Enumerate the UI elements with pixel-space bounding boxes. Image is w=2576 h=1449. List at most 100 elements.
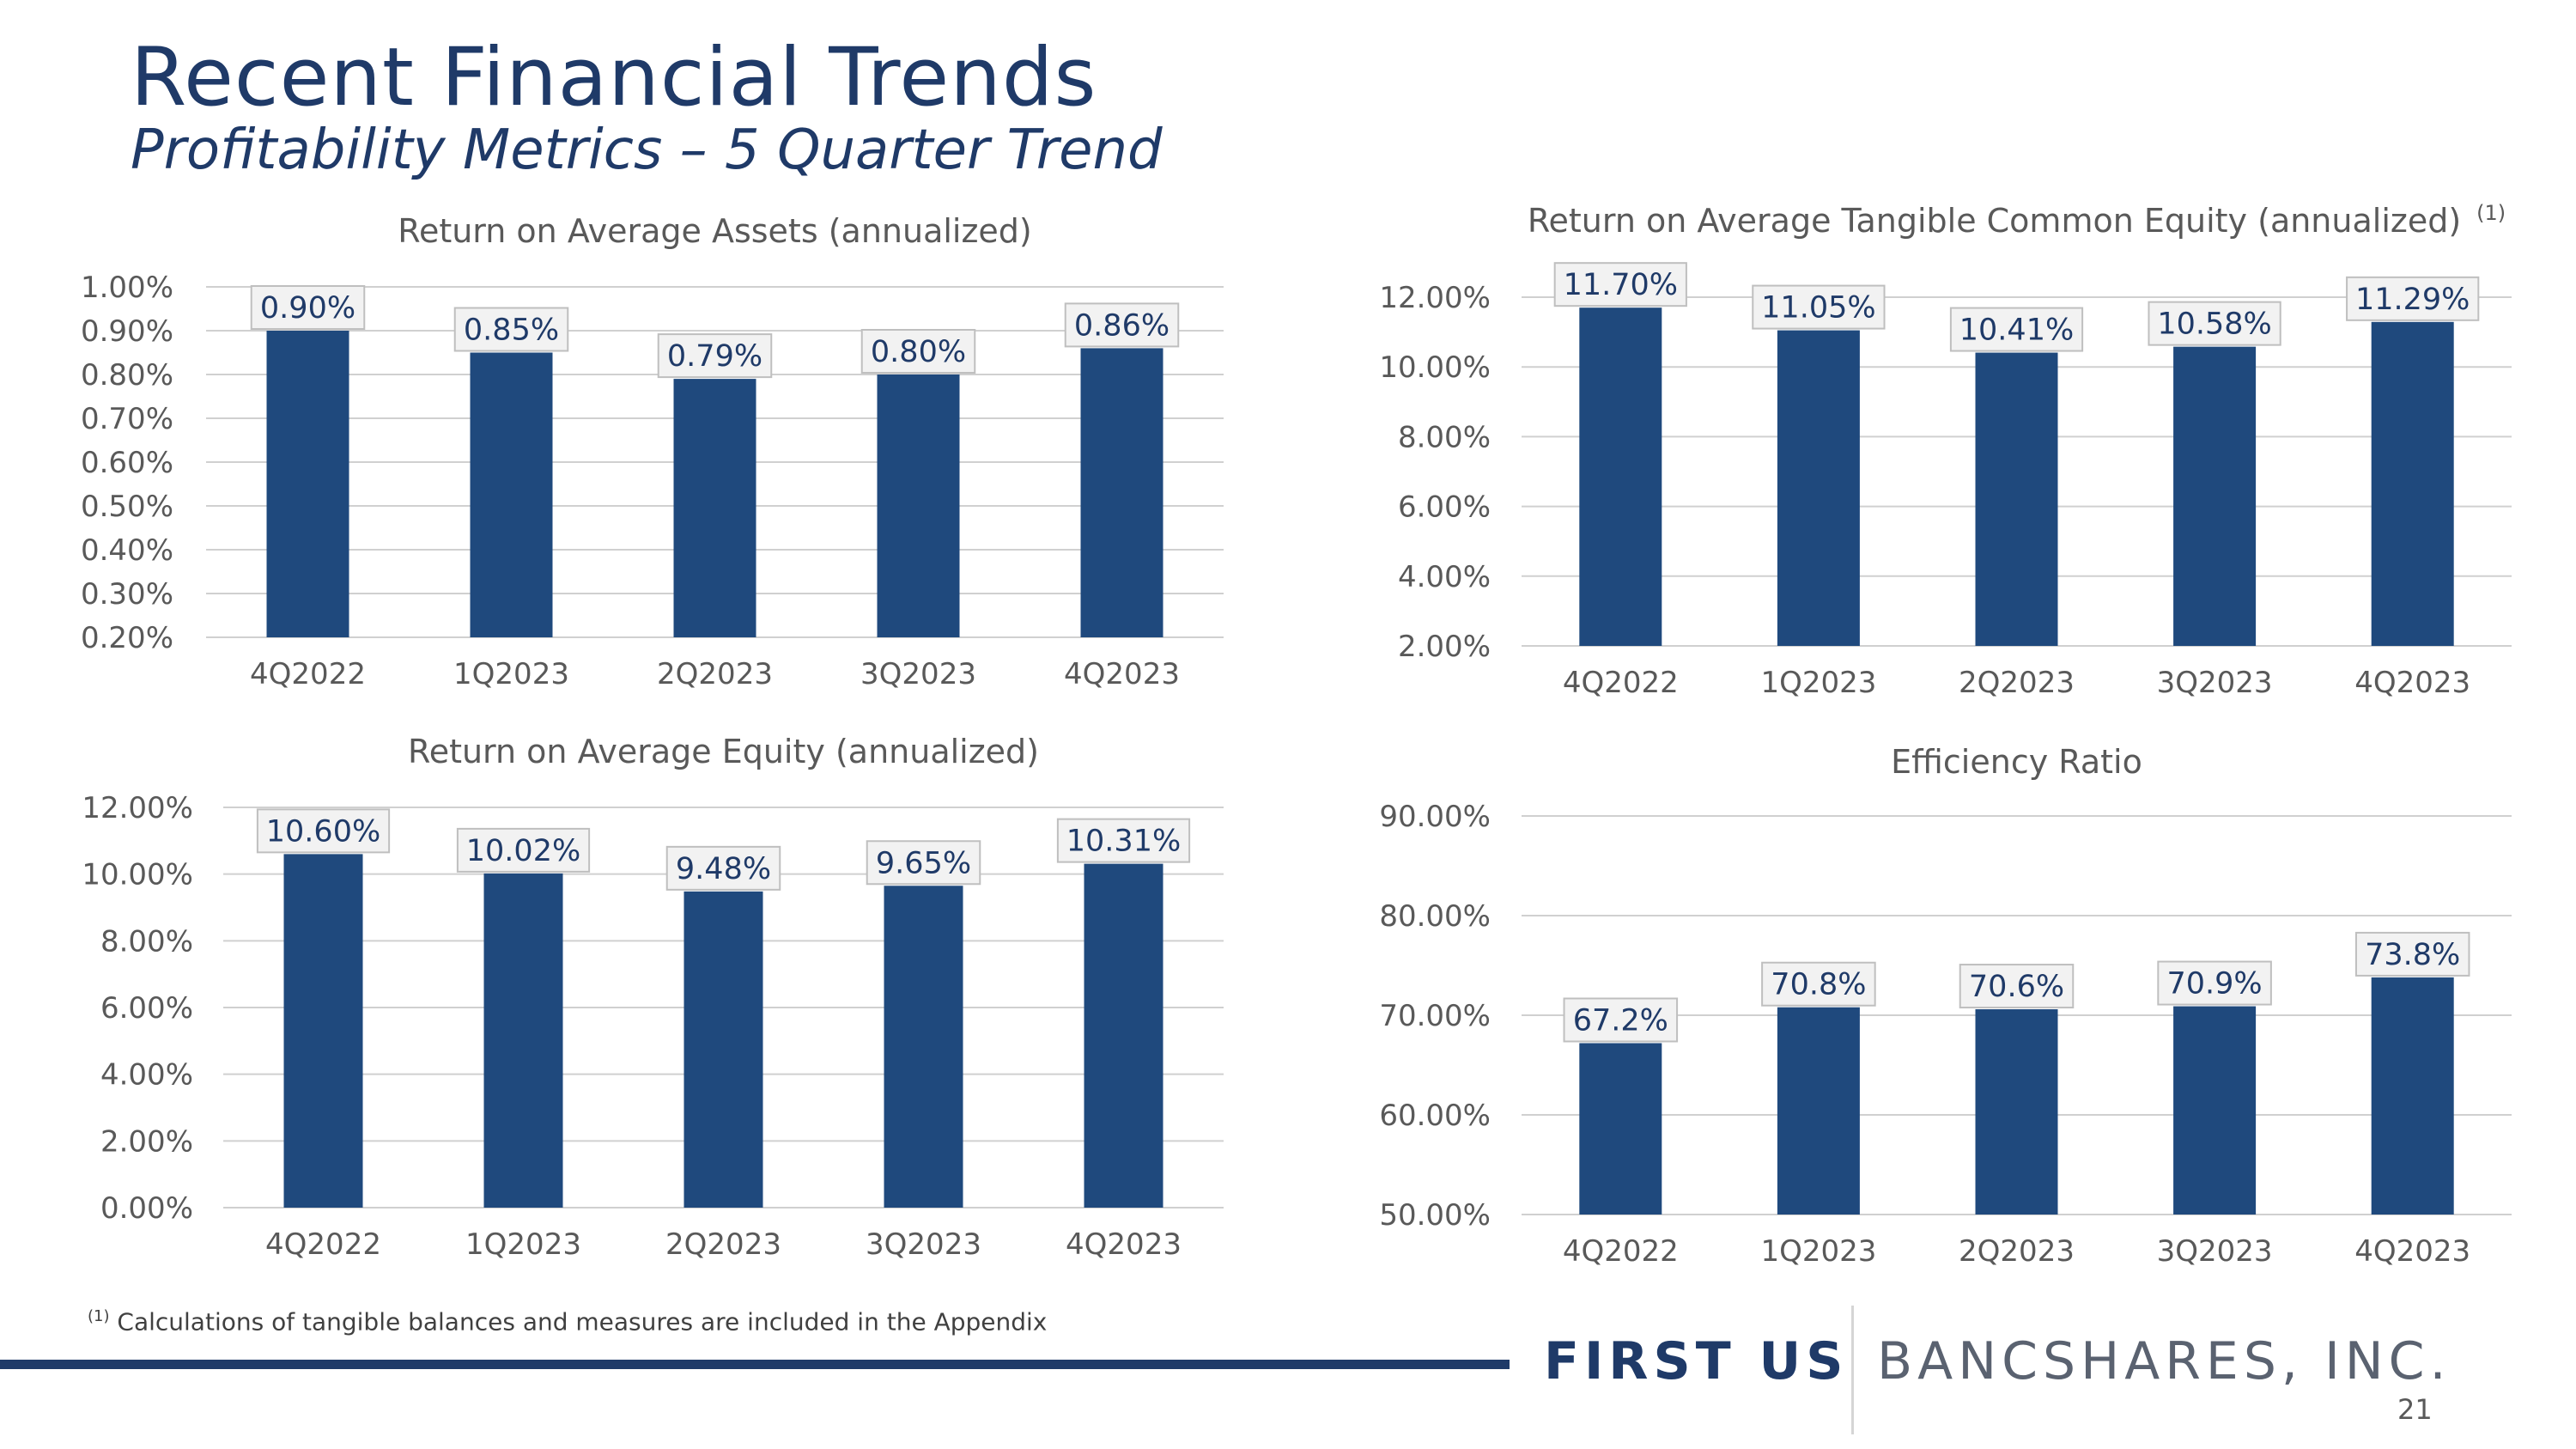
efficiency-ytick-label: 50.00% (1379, 1198, 1491, 1233)
roaa-ytick-label: 1.00% (81, 271, 173, 305)
efficiency-bar (1579, 1043, 1662, 1215)
roae-ytick-label: 4.00% (100, 1058, 193, 1093)
rotce-title-superscript: (1) (2476, 201, 2506, 225)
efficiency-bar (1975, 1009, 2058, 1215)
roae-bar (683, 891, 763, 1208)
roae-ytick-label: 0.00% (100, 1191, 193, 1226)
roaa-category-label: 4Q2022 (250, 657, 366, 691)
logo-bancshares: BANCSHARES, INC. (1877, 1331, 2451, 1391)
roae-bar (884, 886, 963, 1208)
efficiency-data-label: 73.8% (2365, 938, 2460, 972)
roae-bar (283, 854, 363, 1208)
rotce-title: Return on Average Tangible Common Equity… (1528, 201, 2506, 240)
efficiency-ytick-label: 70.00% (1379, 999, 1491, 1033)
rotce-data-label-box (1752, 284, 1886, 330)
roae-data-label-box (256, 808, 391, 854)
roaa-data-label-box (657, 333, 773, 379)
footnote-marker: (1) (88, 1307, 110, 1325)
roaa-bar (877, 374, 960, 637)
roaa-category-label: 2Q2023 (657, 657, 773, 691)
efficiency-data-label: 70.6% (1969, 970, 2064, 1004)
roae-category-label: 4Q2023 (1066, 1227, 1182, 1262)
rotce-data-label: 10.41% (1959, 314, 2074, 348)
rotce-bar (1975, 352, 2058, 646)
rotce-ytick-label: 2.00% (1398, 630, 1491, 664)
footnote-text: Calculations of tangible balances and me… (109, 1307, 1048, 1336)
roaa-category-label: 1Q2023 (453, 657, 569, 691)
roaa-ytick-label: 0.20% (81, 621, 173, 655)
efficiency-category-label: 4Q2022 (1563, 1234, 1679, 1269)
efficiency-bar (1777, 1007, 1860, 1215)
rotce-data-label: 11.05% (1761, 291, 1875, 326)
roae-ytick-label: 12.00% (82, 791, 193, 825)
roaa-data-label-box (453, 307, 569, 352)
roaa-ytick-label: 0.70% (81, 402, 173, 436)
rotce-ytick-label: 4.00% (1398, 560, 1491, 594)
roae-data-label-box (866, 840, 981, 886)
rotce-data-label: 11.29% (2355, 283, 2470, 317)
rotce-bar (1777, 330, 1860, 646)
roaa-data-label-box (1064, 302, 1180, 348)
efficiency-data-label-box (1563, 997, 1679, 1043)
rotce-data-label-box (1949, 307, 2084, 352)
efficiency-ytick-label: 60.00% (1379, 1099, 1491, 1133)
roae-bar (483, 873, 563, 1208)
roae-data-label: 10.02% (466, 834, 580, 868)
efficiency-bar (2173, 1006, 2257, 1215)
efficiency-data-label-box (1761, 961, 1876, 1007)
roaa-data-label-box (250, 285, 366, 330)
page-number: 21 (2397, 1393, 2433, 1426)
roaa-title: Return on Average Assets (annualized) (398, 212, 1032, 250)
rotce-bar (2173, 346, 2257, 646)
efficiency-bar (2371, 977, 2454, 1215)
footnote: (1) Calculations of tangible balances an… (88, 1307, 1047, 1336)
efficiency-category-label: 2Q2023 (1959, 1234, 2075, 1269)
roaa-data-label: 0.80% (871, 335, 966, 369)
roae-category-label: 1Q2023 (465, 1227, 581, 1262)
footer-rule (0, 1360, 1510, 1369)
roaa-ytick-label: 0.50% (81, 490, 173, 524)
rotce-ytick-label: 10.00% (1379, 350, 1491, 385)
roaa-ytick-label: 0.60% (81, 446, 173, 480)
roaa-bar (266, 331, 349, 637)
roae-category-label: 4Q2022 (265, 1227, 381, 1262)
roae-category-label: 2Q2023 (665, 1227, 781, 1262)
page-subtitle: Profitability Metrics – 5 Quarter Trend (131, 119, 1163, 182)
roaa-data-label: 0.90% (260, 291, 355, 326)
efficiency-data-label-box (2354, 931, 2470, 977)
roaa-category-label: 4Q2023 (1064, 657, 1180, 691)
roae-ytick-label: 6.00% (100, 991, 193, 1026)
roae-data-label-box (1056, 818, 1191, 863)
logo-divider (1851, 1306, 1854, 1434)
efficiency-ytick-label: 80.00% (1379, 899, 1491, 934)
roaa-chart: Return on Average Assets (annualized) 0.2… (81, 212, 1224, 691)
roae-ytick-label: 10.00% (82, 858, 193, 892)
efficiency-data-label: 70.9% (2167, 967, 2263, 1002)
roaa-data-label-box (860, 329, 976, 374)
roae-ytick-label: 8.00% (100, 924, 193, 959)
roaa-data-label: 0.86% (1074, 308, 1170, 343)
roae-data-label-box (665, 845, 781, 891)
rotce-category-label: 3Q2023 (2157, 666, 2273, 700)
roae-category-label: 3Q2023 (866, 1227, 981, 1262)
roaa-bar (470, 352, 553, 637)
rotce-bar (2371, 321, 2454, 646)
roae-ytick-label: 2.00% (100, 1124, 193, 1159)
page-title: Recent Financial Trends (131, 31, 1097, 125)
efficiency-category-label: 4Q2023 (2354, 1234, 2470, 1269)
efficiency-category-label: 1Q2023 (1760, 1234, 1876, 1269)
rotce-data-label: 10.58% (2157, 307, 2271, 342)
efficiency-data-label: 67.2% (1573, 1003, 1668, 1038)
rotce-category-label: 2Q2023 (1959, 666, 2075, 700)
rotce-data-label-box (1553, 262, 1687, 307)
rotce-ytick-label: 12.00% (1379, 281, 1491, 315)
rotce-ytick-label: 6.00% (1398, 490, 1491, 525)
rotce-category-label: 4Q2023 (2354, 666, 2470, 700)
roae-bar (1084, 863, 1163, 1208)
efficiency-ytick-label: 90.00% (1379, 800, 1491, 834)
roae-data-label: 9.48% (676, 852, 771, 886)
efficiency-category-label: 3Q2023 (2157, 1234, 2273, 1269)
rotce-chart: Return on Average Tangible Common Equity… (1379, 201, 2512, 700)
efficiency-data-label-box (1959, 964, 2075, 1009)
rotce-data-label: 11.70% (1564, 268, 1678, 302)
